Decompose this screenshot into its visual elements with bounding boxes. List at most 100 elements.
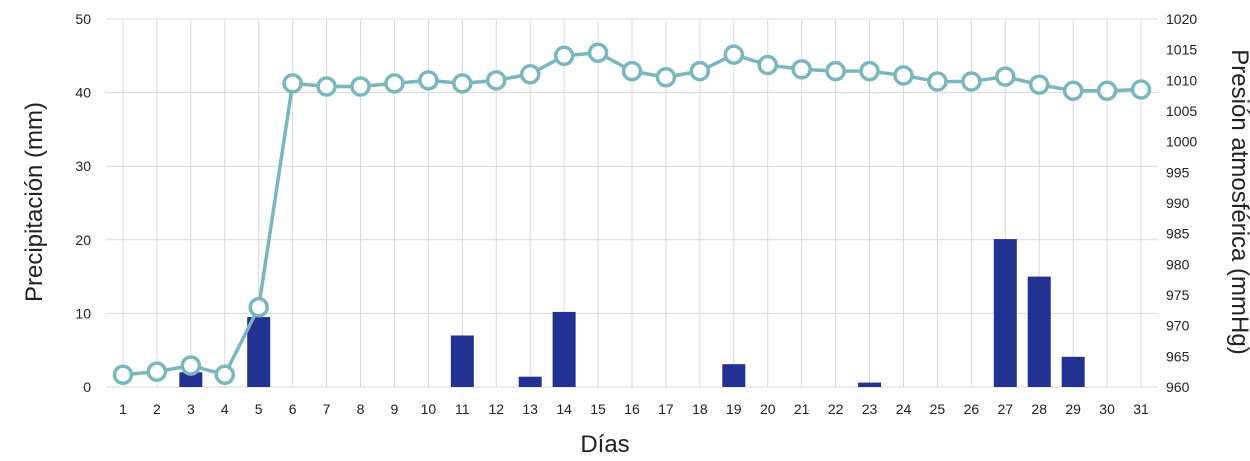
precipitation-bar (552, 311, 576, 387)
right-tick-label: 965 (1166, 348, 1190, 364)
right-tick-label: 990 (1166, 195, 1190, 211)
x-tick-label: 25 (930, 401, 946, 417)
x-tick-label: 13 (522, 401, 538, 417)
x-tick-label: 27 (998, 401, 1014, 417)
pressure-point (384, 73, 405, 94)
right-tick-label: 985 (1166, 226, 1190, 242)
pressure-point (689, 60, 711, 82)
right-tick-label: 980 (1166, 256, 1190, 272)
pressure-point (859, 60, 880, 82)
left-tick-label: 20 (75, 232, 91, 248)
pressure-point (1062, 80, 1084, 102)
left-tick-label: 10 (75, 305, 91, 321)
pressure-point (723, 44, 745, 65)
x-tick-label: 23 (862, 401, 878, 417)
pressure-point (1096, 80, 1118, 102)
pressure-point (180, 355, 202, 376)
left-axis-ticks: 0 10 20 30 40 50 (75, 11, 91, 395)
pressure-point (214, 364, 236, 385)
x-tick-label: 28 (1031, 401, 1047, 417)
precipitation-bars (179, 239, 1085, 387)
x-tick-label: 14 (556, 401, 572, 417)
x-tick-label: 8 (357, 401, 365, 417)
pressure-point (655, 67, 677, 88)
right-axis-title: Presión atmosférica (mmHg) (1226, 49, 1250, 354)
pressure-point (350, 76, 371, 97)
x-axis-title: Días (580, 431, 629, 458)
right-tick-label: 1000 (1166, 134, 1197, 150)
precipitation-bar (1027, 276, 1051, 387)
x-tick-label: 29 (1065, 401, 1081, 417)
precipitation-bar (518, 376, 542, 387)
left-axis-title: Precipitación (mm) (21, 102, 48, 302)
right-axis-ticks: 960 965 970 975 980 985 990 995 1000 1005 1010 1015… (1166, 11, 1197, 395)
x-tick-label: 19 (726, 401, 742, 417)
x-tick-label: 20 (760, 401, 776, 417)
x-tick-label: 31 (1133, 401, 1149, 417)
x-tick-label: 15 (590, 401, 606, 417)
x-tick-label: 11 (455, 401, 470, 417)
pressure-point (418, 70, 439, 91)
x-tick-label: 4 (221, 401, 229, 417)
right-tick-label: 975 (1166, 287, 1190, 303)
x-tick-label: 16 (624, 401, 640, 417)
x-tick-label: 17 (658, 401, 674, 417)
pressure-point (791, 59, 812, 80)
left-tick-label: 50 (75, 11, 91, 27)
x-tick-label: 1 (119, 401, 127, 417)
pressure-point (587, 42, 609, 63)
pressure-point (452, 73, 473, 94)
x-tick-label: 18 (692, 401, 708, 417)
precipitation-bar (722, 364, 746, 387)
pressure-point (146, 361, 168, 382)
x-tick-label: 6 (289, 401, 297, 417)
x-tick-label: 7 (323, 401, 331, 417)
pressure-point (961, 71, 982, 92)
x-tick-label: 22 (828, 401, 844, 417)
right-tick-label: 995 (1166, 164, 1190, 180)
pressure-point (757, 54, 778, 76)
pressure-point (1130, 79, 1152, 100)
pressure-point (893, 65, 914, 86)
precipitation-bar (450, 335, 474, 387)
precipitation-bar (247, 317, 271, 387)
x-tick-label: 5 (255, 401, 263, 417)
pressure-point (248, 297, 269, 318)
pressure-point (621, 60, 643, 82)
x-axis-ticks: 1 2 3 4 5 6 7 8 9 10 11 12 13 14 15 16 17 18 19 20 21 22 23 24 2… (119, 401, 1149, 417)
right-tick-label: 1010 (1166, 72, 1197, 88)
precipitation-bar (1061, 356, 1085, 387)
x-tick-label: 21 (794, 401, 810, 417)
left-tick-label: 0 (83, 379, 91, 395)
x-tick-label: 12 (488, 401, 504, 417)
pressure-point (995, 66, 1016, 87)
pressure-point (825, 60, 846, 82)
left-tick-label: 40 (75, 85, 91, 101)
pressure-point (112, 364, 134, 385)
right-tick-label: 1005 (1166, 103, 1197, 119)
x-tick-label: 2 (153, 401, 161, 417)
precipitation-bar (858, 382, 882, 387)
x-tick-label: 3 (187, 401, 195, 417)
pressure-point (316, 76, 337, 97)
pressure-line-series (112, 42, 1152, 385)
pressure-point (1028, 74, 1050, 95)
pressure-point (519, 63, 541, 85)
x-tick-label: 9 (391, 401, 399, 417)
pressure-point (927, 71, 948, 92)
precipitation-bar (179, 372, 203, 387)
right-tick-label: 1020 (1166, 11, 1197, 27)
pressure-point (553, 45, 575, 67)
x-tick-label: 26 (964, 401, 980, 417)
pressure-point (486, 70, 507, 91)
right-tick-label: 1015 (1166, 42, 1197, 58)
x-tick-label: 10 (421, 401, 437, 417)
pressure-point (282, 73, 303, 94)
left-tick-label: 30 (75, 158, 91, 174)
right-tick-label: 960 (1166, 379, 1190, 395)
precipitation-bar (993, 239, 1017, 387)
x-tick-label: 24 (896, 401, 912, 417)
x-tick-label: 30 (1099, 401, 1115, 417)
right-tick-label: 970 (1166, 318, 1190, 334)
